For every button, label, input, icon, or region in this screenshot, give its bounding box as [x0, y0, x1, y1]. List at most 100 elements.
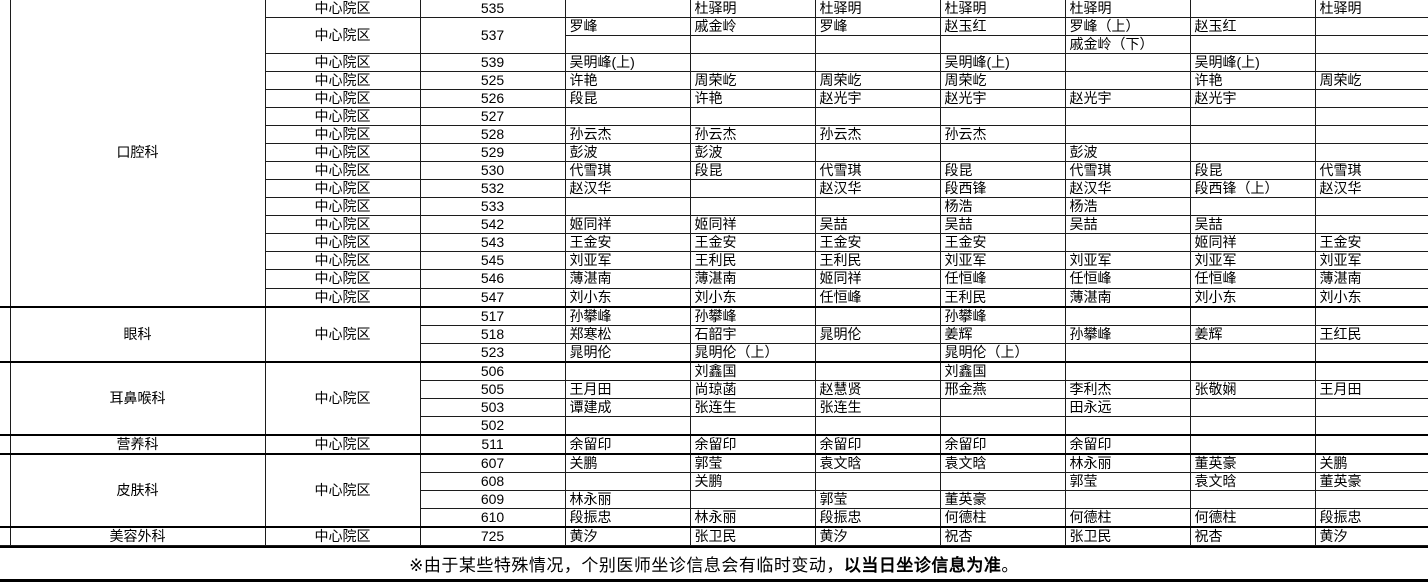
schedule-cell	[814, 471, 941, 491]
schedule-cell	[939, 415, 1066, 436]
schedule-cell: 祝杏	[939, 525, 1066, 546]
schedule-cell: 段西锋	[939, 179, 1066, 199]
schedule-cell	[1314, 433, 1428, 455]
schedule-cell: 姬同祥	[689, 215, 816, 235]
room-cell: 518	[419, 324, 566, 344]
schedule-cell: 王金安	[939, 233, 1066, 253]
dept-cell: 眼科	[9, 305, 266, 363]
campus-cell: 中心院区	[264, 215, 421, 235]
schedule-cell: 彭波	[1064, 143, 1191, 163]
schedule-cell: 薄湛南	[564, 269, 691, 289]
schedule-cell: 余留印	[939, 433, 1066, 455]
schedule-cell	[1189, 433, 1316, 455]
schedule-cell: 石韶宇	[689, 324, 816, 344]
schedule-cell	[1064, 342, 1191, 363]
schedule-cell	[814, 305, 941, 326]
schedule-cell: 刘亚军	[939, 251, 1066, 271]
schedule-cell: 周荣屹	[814, 71, 941, 91]
schedule-cell: 姬同祥	[814, 269, 941, 289]
schedule-cell	[1064, 305, 1191, 326]
room-cell: 542	[419, 215, 566, 235]
schedule-cell: 罗峰（上）	[1064, 17, 1191, 37]
schedule-cell: 董英豪	[939, 489, 1066, 509]
dept-cell: 口腔科	[9, 0, 266, 308]
campus-cell: 中心院区	[264, 305, 421, 363]
schedule-cell: 杜驿明	[939, 0, 1066, 19]
room-cell: 506	[419, 360, 566, 381]
schedule-cell: 姜辉	[939, 324, 1066, 344]
schedule-cell: 林永丽	[564, 489, 691, 509]
schedule-cell: 袁文晗	[1189, 471, 1316, 491]
schedule-cell: 王金安	[564, 233, 691, 253]
schedule-cell	[939, 107, 1066, 127]
schedule-cell	[1189, 197, 1316, 217]
schedule-cell	[1189, 35, 1316, 55]
schedule-cell: 周荣屹	[689, 71, 816, 91]
schedule-cell	[814, 107, 941, 127]
schedule-cell	[939, 397, 1066, 417]
left-edge-cell	[0, 452, 11, 528]
room-cell: 503	[419, 397, 566, 417]
schedule-cell	[689, 415, 816, 436]
schedule-cell: 杨浩	[1064, 197, 1191, 217]
schedule-cell: 孙云杰	[689, 125, 816, 145]
schedule-cell	[1189, 360, 1316, 381]
schedule-cell: 薄湛南	[1314, 269, 1428, 289]
room-cell: 608	[419, 471, 566, 491]
schedule-cell: 何德柱	[1189, 507, 1316, 528]
schedule-cell: 吴明峰(上)	[564, 53, 691, 73]
left-edge-cell	[0, 525, 11, 546]
schedule-cell	[1064, 233, 1191, 253]
left-edge-cell	[0, 0, 11, 308]
schedule-cell: 刘鑫国	[689, 360, 816, 381]
schedule-cell: 任恒峰	[1189, 269, 1316, 289]
schedule-cell: 袁文晗	[814, 452, 941, 473]
schedule-cell	[1189, 397, 1316, 417]
schedule-cell: 张连生	[814, 397, 941, 417]
schedule-table: 口腔科 中心院区 535 杜驿明 杜驿明 杜驿明 杜驿明 杜驿明 中心院区 537 罗峰 戚金岭 罗峰赵…	[0, 0, 1428, 546]
schedule-cell	[1314, 215, 1428, 235]
schedule-cell: 刘小东	[1189, 287, 1316, 308]
room-cell: 543	[419, 233, 566, 253]
schedule-cell	[689, 197, 816, 217]
room-cell: 511	[419, 433, 566, 455]
schedule-cell	[1189, 107, 1316, 127]
campus-cell: 中心院区	[264, 233, 421, 253]
left-edge-cell	[0, 360, 11, 436]
room-cell: 609	[419, 489, 566, 509]
schedule-cell: 周荣屹	[939, 71, 1066, 91]
schedule-cell	[939, 35, 1066, 55]
schedule-cell	[564, 107, 691, 127]
schedule-cell: 林永丽	[689, 507, 816, 528]
room-cell: 525	[419, 71, 566, 91]
schedule-cell: 任恒峰	[1064, 269, 1191, 289]
schedule-cell	[1064, 360, 1191, 381]
schedule-cell: 段振忠	[814, 507, 941, 528]
schedule-cell: 郭莹	[1064, 471, 1191, 491]
room-cell: 610	[419, 507, 566, 528]
room-cell: 523	[419, 342, 566, 363]
schedule-cell	[1314, 53, 1428, 73]
schedule-cell	[1314, 415, 1428, 436]
schedule-cell: 晁明伦	[814, 324, 941, 344]
schedule-cell: 刘亚军	[1314, 251, 1428, 271]
schedule-cell: 刘亚军	[564, 251, 691, 271]
schedule-cell: 王金安	[689, 233, 816, 253]
schedule-cell: 薄湛南	[1064, 287, 1191, 308]
schedule-cell: 孙攀峰	[1064, 324, 1191, 344]
schedule-cell	[564, 471, 691, 491]
schedule-cell: 何德柱	[939, 507, 1066, 528]
schedule-cell	[814, 53, 941, 73]
room-cell: 502	[419, 415, 566, 436]
schedule-cell: 董英豪	[1314, 471, 1428, 491]
schedule-table-body: 口腔科 中心院区 535 杜驿明 杜驿明 杜驿明 杜驿明 杜驿明 中心院区 537 罗峰 戚金岭 罗峰赵…	[0, 0, 1428, 546]
schedule-cell	[939, 143, 1066, 163]
schedule-cell: 段西锋（上）	[1189, 179, 1316, 199]
left-edge-cell	[0, 433, 11, 455]
schedule-cell: 王利民	[689, 251, 816, 271]
schedule-cell: 刘鑫国	[939, 360, 1066, 381]
room-cell: 545	[419, 251, 566, 271]
schedule-cell: 戚金岭（下）	[1064, 35, 1191, 55]
schedule-cell: 赵汉华	[814, 179, 941, 199]
room-cell: 547	[419, 287, 566, 308]
